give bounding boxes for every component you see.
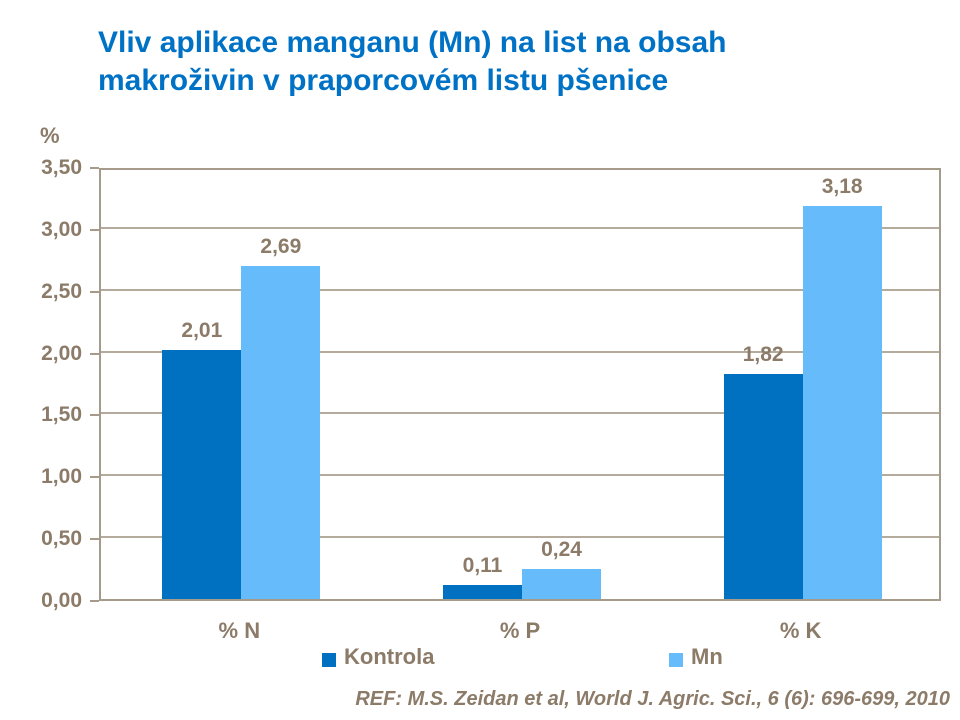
- gridline: [101, 474, 939, 477]
- reference-text: REF: M.S. Zeidan et al, World J. Agric. …: [355, 688, 950, 710]
- y-axis-tick-mark: [90, 414, 99, 417]
- x-axis-category-label: % N: [218, 618, 261, 643]
- bar-value-label: 0,24: [541, 538, 582, 562]
- y-axis-tick-label: 0,50: [41, 527, 82, 551]
- y-axis-tick-mark: [90, 167, 99, 169]
- y-axis-tick-label: 1,50: [41, 403, 82, 427]
- bar-kontrola-k: [723, 373, 803, 599]
- bar-kontrola-n: [162, 350, 242, 599]
- bar-value-label: 2,01: [181, 319, 223, 343]
- gridline: [101, 350, 939, 353]
- legend-marker-mn: [669, 653, 683, 667]
- y-axis-tick-label: 2,50: [41, 279, 82, 303]
- y-axis-tick-mark: [90, 600, 99, 602]
- chart-title: Vliv aplikace manganu (Mn) na list na ob…: [98, 26, 727, 97]
- legend-label-kontrola: Kontrola: [344, 644, 435, 669]
- y-axis-tick-label: 2,00: [41, 341, 82, 365]
- bar-value-label: 1,82: [742, 342, 784, 366]
- y-axis-tick-label: 3,00: [41, 217, 82, 241]
- bar-mn-n: [241, 266, 321, 599]
- y-axis-tick-label: 0,00: [41, 589, 82, 612]
- y-axis-tick-label: 1,00: [41, 465, 82, 489]
- plot-area: 2,01 2,69 0,11 0,24 1,82 3,18: [99, 168, 941, 601]
- x-axis-category-label: % P: [499, 618, 541, 643]
- legend-marker-kontrola: [322, 653, 336, 667]
- y-axis-tick-mark: [90, 538, 99, 541]
- bar-mn-p: [522, 569, 601, 599]
- bar-kontrola-p: [443, 585, 522, 599]
- y-axis-tick-mark: [90, 476, 99, 479]
- bar-value-label: 2,69: [260, 235, 302, 259]
- gridline: [101, 536, 939, 539]
- legend-label-mn: Mn: [691, 644, 723, 669]
- bar-value-label: 3,18: [821, 174, 863, 198]
- y-axis-tick-mark: [90, 352, 99, 355]
- bar-mn-k: [802, 205, 882, 599]
- y-axis-tick-label: 3,50: [41, 156, 82, 179]
- gridline: [101, 288, 939, 291]
- y-axis-tick-mark: [90, 228, 99, 231]
- bar-value-label: 0,11: [462, 554, 503, 578]
- y-axis-tick-mark: [90, 290, 99, 293]
- x-axis-category-label: % K: [779, 618, 822, 643]
- gridline: [101, 226, 939, 229]
- y-axis-unit-label: %: [40, 123, 60, 148]
- gridline: [101, 412, 939, 415]
